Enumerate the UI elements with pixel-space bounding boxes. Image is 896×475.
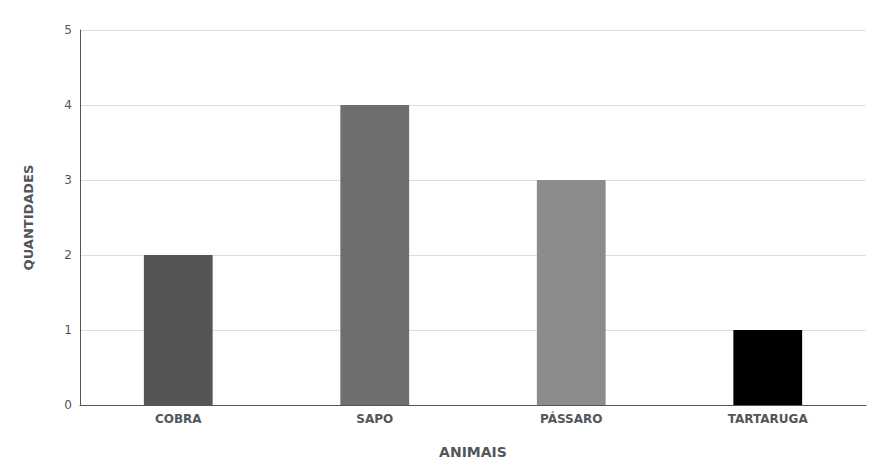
svg-text:1: 1 [64, 323, 72, 337]
svg-text:COBRA: COBRA [155, 412, 202, 426]
svg-text:2: 2 [64, 248, 72, 262]
svg-text:TARTARUGA: TARTARUGA [728, 412, 809, 426]
svg-text:5: 5 [64, 23, 72, 37]
svg-text:ANIMAIS: ANIMAIS [439, 444, 507, 460]
svg-text:QUANTIDADES: QUANTIDADES [21, 165, 36, 271]
svg-text:0: 0 [64, 398, 72, 412]
svg-text:3: 3 [64, 173, 72, 187]
svg-text:SAPO: SAPO [356, 412, 393, 426]
svg-text:4: 4 [64, 98, 72, 112]
svg-text:PÁSSARO: PÁSSARO [540, 411, 602, 426]
